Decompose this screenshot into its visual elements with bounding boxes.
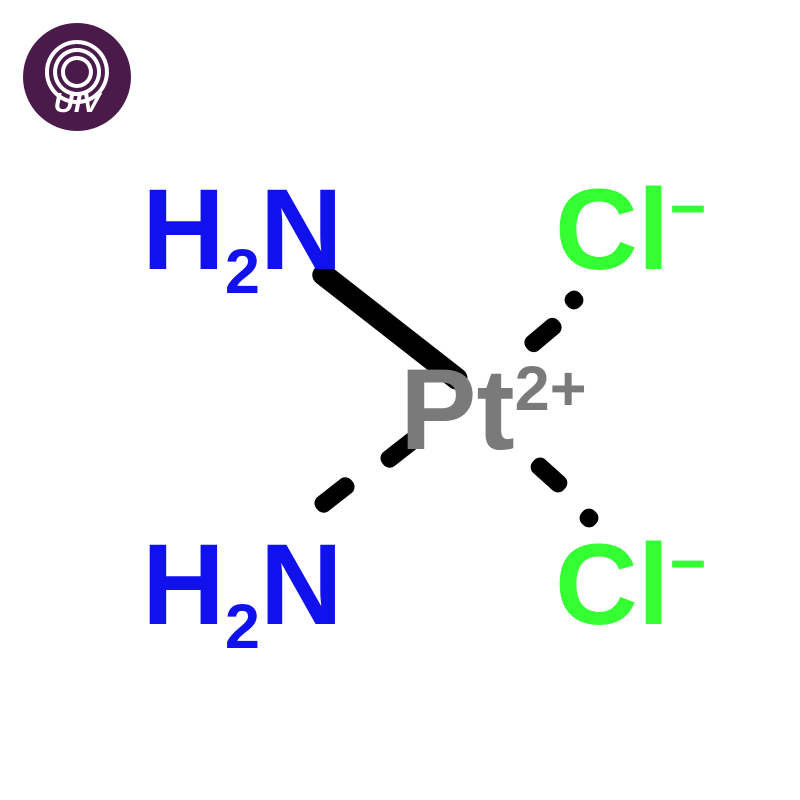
ligand-prefix-sub: 2 xyxy=(225,592,260,662)
ligand-chloride-bottom-right: Cl− xyxy=(555,528,706,643)
center-atom-charge: 2+ xyxy=(515,353,587,423)
logo-text: UIV xyxy=(54,87,103,118)
ligand-main: N xyxy=(260,166,343,294)
bond-dash-bl-0 xyxy=(311,474,358,516)
ligand-prefix-sub: 2 xyxy=(225,237,260,307)
center-atom-pt: Pt2+ xyxy=(400,353,587,468)
ligand-ammine-top-left: H2N xyxy=(142,173,343,288)
ligand-charge: − xyxy=(670,528,707,598)
ligand-main: N xyxy=(260,521,343,649)
ligand-chloride-top-right: Cl− xyxy=(555,173,706,288)
bond-dash-tr-2 xyxy=(521,315,565,356)
brand-logo-svg: UIV xyxy=(22,22,132,132)
ligand-prefix: H xyxy=(142,521,225,649)
ligand-charge: − xyxy=(670,173,707,243)
ligand-ammine-bottom-left: H2N xyxy=(142,528,343,643)
center-atom-symbol: Pt xyxy=(400,346,515,474)
ligand-main: Cl xyxy=(555,166,670,294)
brand-logo: UIV xyxy=(22,22,132,132)
ligand-main: Cl xyxy=(555,521,670,649)
chemical-structure-diagram: UIV Pt2+ H2NH2NCl−Cl− xyxy=(0,0,800,800)
ligand-prefix: H xyxy=(142,166,225,294)
